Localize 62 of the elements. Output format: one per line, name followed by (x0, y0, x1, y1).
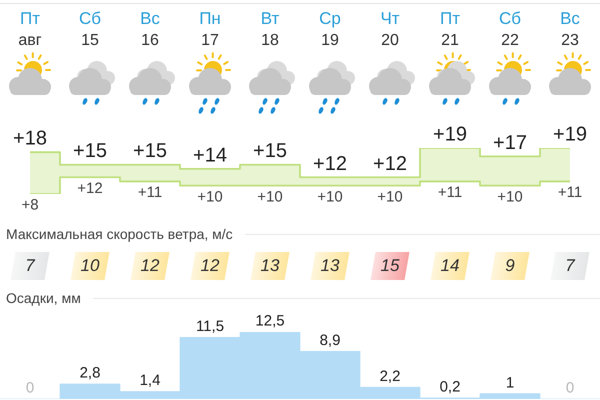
x-tick-label: Чт 20 (380, 9, 400, 49)
data-label: 13 (320, 256, 340, 276)
data-label: +15 (253, 140, 287, 162)
data-label: +19 (433, 124, 467, 146)
data-label: +10 (377, 188, 403, 206)
data-label: 7 (25, 256, 35, 276)
data-label: 8,9 (320, 332, 340, 349)
data-label: +11 (138, 184, 162, 202)
data-label: 12 (140, 256, 160, 276)
x-tick-label: Вт 18 (260, 9, 280, 49)
data-label: +19 (553, 124, 587, 146)
x-tick-label: Пн 17 (199, 9, 221, 49)
data-label: +10 (497, 188, 523, 206)
data-label: +10 (257, 188, 283, 206)
data-label: 14 (440, 256, 460, 276)
speed-badge: 14 (430, 252, 470, 280)
speed-badge: 15 (370, 252, 410, 280)
data-label: +10 (197, 188, 223, 206)
data-label: 9 (505, 256, 515, 276)
data-label: 12,5 (255, 312, 285, 330)
data-label: +11 (438, 184, 462, 202)
x-tick-label: Сб 15 (78, 9, 101, 49)
data-label: 12 (200, 256, 220, 276)
data-label: 10 (80, 256, 100, 276)
data-label: +10 (317, 188, 343, 206)
data-label: 13 (260, 256, 280, 276)
speed-badge: 12 (130, 252, 170, 280)
speed-badge: 13 (250, 252, 290, 280)
data-label: 2,2 (380, 368, 400, 385)
speed-badge: 12 (190, 252, 230, 280)
data-label: +12 (373, 152, 407, 175)
x-tick-label: Сб 22 (498, 9, 521, 49)
data-label: +17 (493, 132, 527, 154)
data-label: 0 (566, 380, 574, 397)
data-label: 1 (506, 374, 514, 392)
x-tick-label: Пт авг (18, 9, 42, 49)
data-label: 1,4 (140, 372, 160, 390)
x-tick-label: Пт 21 (440, 9, 460, 49)
chart-title: Осадки, мм (6, 290, 81, 306)
speed-badge: 13 (310, 252, 350, 280)
x-tick-label: Ср 19 (319, 9, 341, 49)
speed-badge: 10 (70, 252, 110, 280)
speed-badge: 7 (550, 252, 590, 280)
data-label: 11,5 (196, 318, 224, 335)
data-label: 0 (26, 380, 34, 397)
data-label: 0,2 (440, 378, 460, 396)
data-label: +12 (77, 180, 103, 197)
x-tick-label: Вс 16 (140, 9, 160, 49)
x-tick-label: Вс 23 (560, 9, 580, 49)
speed-badge: 9 (490, 252, 530, 280)
data-label: +14 (193, 144, 227, 166)
data-label: +12 (313, 152, 347, 175)
data-label: 7 (565, 256, 575, 276)
text: Максимальная скорость ветра, м/с (6, 226, 233, 242)
data-label: +18 (13, 128, 47, 150)
data-label: +15 (73, 140, 107, 162)
speed-badge: 7 (10, 252, 50, 280)
data-label: 15 (380, 256, 400, 276)
data-label: +11 (558, 184, 582, 202)
data-label: 2,8 (80, 364, 100, 382)
data-label: +15 (133, 140, 167, 162)
data-label: +8 (21, 196, 39, 214)
